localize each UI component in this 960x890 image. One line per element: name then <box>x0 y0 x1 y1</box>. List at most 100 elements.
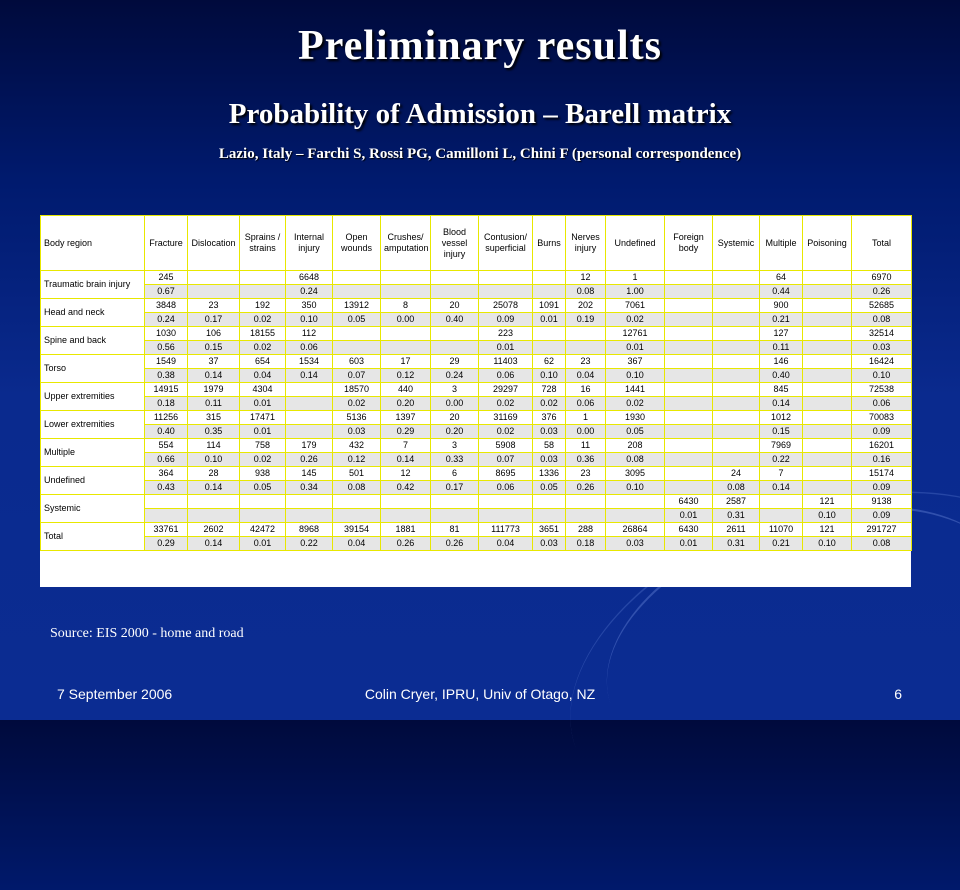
count-cell: 1534 <box>285 354 333 369</box>
probability-cell: 0.06 <box>851 396 912 411</box>
count-cell <box>144 494 188 509</box>
count-cell: 7969 <box>759 438 803 453</box>
probability-cell: 0.01 <box>664 536 713 551</box>
count-cell <box>332 270 381 285</box>
probability-cell: 0.10 <box>802 508 852 523</box>
count-cell: 25078 <box>478 298 533 313</box>
column-header: Crushes/ amputation <box>380 215 431 271</box>
count-cell <box>332 326 381 341</box>
probability-cell: 0.26 <box>380 536 431 551</box>
table-row-probabilities: 0.38 0.14 0.04 0.14 0.07 0.12 0.24 0.06 0.10 0.04… <box>41 368 912 383</box>
probability-cell: 0.02 <box>332 396 381 411</box>
count-cell: 23 <box>187 298 240 313</box>
probability-cell: 0.26 <box>565 480 606 495</box>
column-header: Undefined <box>605 215 665 271</box>
probability-cell: 0.10 <box>802 536 852 551</box>
column-header: Burns <box>532 215 566 271</box>
table-row-probabilities: 0.40 0.35 0.01 0.03 0.29 0.20 0.02 0.03 0.00 0.05… <box>41 424 912 439</box>
probability-cell: 0.17 <box>187 312 240 327</box>
probability-cell: 0.08 <box>332 480 381 495</box>
probability-cell: 0.21 <box>759 312 803 327</box>
barell-matrix-table-container: Body region Fracture Dislocation Sprains / … <box>40 215 912 587</box>
count-cell: 1 <box>565 410 606 425</box>
column-header: Foreign body <box>664 215 713 271</box>
count-cell <box>605 494 665 509</box>
count-cell <box>187 270 240 285</box>
count-cell: 23 <box>565 354 606 369</box>
table-row-counts: Systemic 6430 2587 121 9138 <box>40 494 912 523</box>
count-cell: 179 <box>285 438 333 453</box>
slide-title: Preliminary results <box>298 23 662 69</box>
count-cell <box>239 494 286 509</box>
table-row-probabilities: 0.66 0.10 0.02 0.26 0.12 0.14 0.33 0.07 0.03 0.36… <box>41 452 912 467</box>
probability-cell: 0.08 <box>605 452 665 467</box>
probability-cell <box>285 508 333 523</box>
probability-cell: 0.31 <box>712 508 760 523</box>
count-cell: 106 <box>187 326 240 341</box>
probability-cell <box>712 312 760 327</box>
count-cell: 1930 <box>605 410 665 425</box>
count-cell <box>664 466 713 481</box>
probability-cell: 0.29 <box>144 536 188 551</box>
probability-cell <box>430 284 479 299</box>
count-cell: 440 <box>380 382 431 397</box>
count-cell: 245 <box>144 270 188 285</box>
count-cell: 1397 <box>380 410 431 425</box>
count-cell: 127 <box>759 326 803 341</box>
probability-cell <box>532 508 566 523</box>
count-cell <box>712 438 760 453</box>
count-cell: 1441 <box>605 382 665 397</box>
count-cell: 364 <box>144 466 188 481</box>
count-cell: 1012 <box>759 410 803 425</box>
probability-cell: 0.14 <box>187 480 240 495</box>
probability-cell <box>478 508 533 523</box>
count-cell: 938 <box>239 466 286 481</box>
slide-subtitle: Probability of Admission – Barell matrix <box>228 98 732 130</box>
count-cell <box>430 494 479 509</box>
column-header: Dislocation <box>187 215 240 271</box>
count-cell: 16201 <box>851 438 912 453</box>
probability-cell: 0.56 <box>144 340 188 355</box>
count-cell: 208 <box>605 438 665 453</box>
probability-cell: 0.17 <box>430 480 479 495</box>
probability-cell <box>532 284 566 299</box>
table-row-counts: Spine and back 1030 106 18155 112 223 12761 127… <box>40 326 912 355</box>
count-cell: 42472 <box>239 522 286 537</box>
count-cell: 5136 <box>332 410 381 425</box>
probability-cell: 0.66 <box>144 452 188 467</box>
count-cell: 350 <box>285 298 333 313</box>
count-cell: 28 <box>187 466 240 481</box>
count-cell: 2587 <box>712 494 760 509</box>
count-cell <box>664 382 713 397</box>
probability-cell <box>802 312 852 327</box>
probability-cell <box>239 284 286 299</box>
count-cell <box>532 494 566 509</box>
probability-cell: 0.18 <box>144 396 188 411</box>
count-cell <box>332 494 381 509</box>
column-header: Nerves injury <box>565 215 606 271</box>
count-cell: 1091 <box>532 298 566 313</box>
count-cell <box>712 326 760 341</box>
table-row-probabilities: 0.29 0.14 0.01 0.22 0.04 0.26 0.26 0.04 0.03 0.18… <box>41 536 912 551</box>
count-cell: 14915 <box>144 382 188 397</box>
probability-cell <box>380 508 431 523</box>
probability-cell: 0.14 <box>759 480 803 495</box>
table-row-counts: Head and neck 3848 23 192 350 13912 8 20 25078 10… <box>40 298 912 327</box>
probability-cell: 0.03 <box>532 424 566 439</box>
count-cell <box>285 382 333 397</box>
count-cell <box>285 494 333 509</box>
probability-cell: 0.40 <box>759 368 803 383</box>
probability-cell: 0.36 <box>565 452 606 467</box>
count-cell: 7061 <box>605 298 665 313</box>
probability-cell: 0.14 <box>187 536 240 551</box>
count-cell: 18155 <box>239 326 286 341</box>
count-cell <box>380 270 431 285</box>
count-cell: 17471 <box>239 410 286 425</box>
count-cell: 64 <box>759 270 803 285</box>
count-cell: 3848 <box>144 298 188 313</box>
count-cell: 6430 <box>664 494 713 509</box>
row-label: Traumatic brain injury <box>40 270 145 299</box>
probability-cell: 0.11 <box>759 340 803 355</box>
count-cell: 112 <box>285 326 333 341</box>
column-header: Contusion/ superficial <box>478 215 533 271</box>
